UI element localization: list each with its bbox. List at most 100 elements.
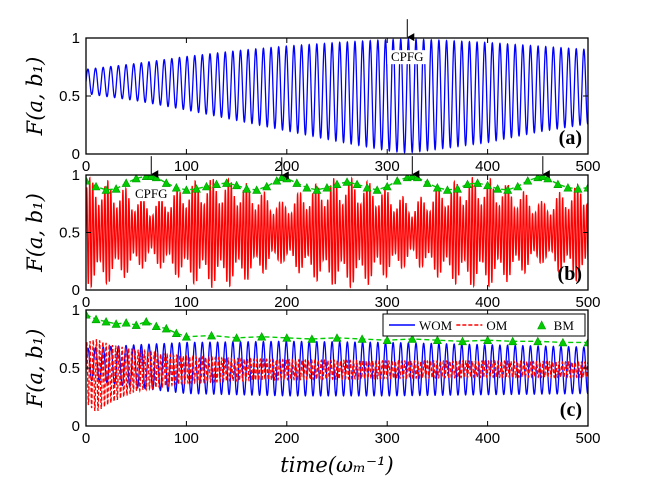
data-point (86, 176, 91, 185)
data-point (553, 179, 563, 188)
data-point (483, 180, 493, 190)
series-line (86, 339, 588, 412)
panel-c: 0 100 200 300 400 500 0 0.5 1 F(a, b₁) (c) time(ωₘ⁻… (23, 302, 601, 477)
legend-label: WOM (419, 318, 453, 333)
data-point (563, 183, 573, 192)
data-point (312, 185, 322, 194)
data-point (232, 180, 242, 190)
x-tick-label: 300 (375, 294, 400, 311)
x-tick-label: 100 (174, 294, 199, 311)
legend-label: BM (554, 318, 575, 333)
data-point (503, 185, 513, 194)
data-point (121, 178, 131, 187)
data-point (91, 181, 101, 191)
data-point (257, 332, 267, 341)
legend-box (382, 313, 586, 337)
plot-area (86, 175, 588, 289)
x-axis-label: time(ωₘ⁻¹) (280, 453, 393, 477)
y-tick-label: 0.5 (59, 225, 80, 242)
data-point (432, 335, 442, 344)
panel-b: 0 100 200 300 400 500 0 0.5 1 F(a, b₁) (b) CPFG (23, 156, 601, 311)
annotation-bg (131, 187, 172, 202)
data-point (362, 183, 372, 192)
data-point (583, 183, 588, 192)
data-point (332, 333, 342, 342)
series-om (86, 176, 588, 289)
data-point (242, 184, 252, 193)
data-point (533, 336, 543, 346)
data-point (508, 336, 518, 346)
data-point (181, 185, 191, 194)
data-point (442, 185, 452, 194)
y-tick-label: 0 (72, 146, 80, 163)
data-point (392, 176, 402, 185)
y-axis-label: F(a, b₁) (23, 57, 47, 137)
data-point (91, 314, 101, 324)
plot-area (86, 310, 588, 412)
x-tick-label: 400 (475, 430, 500, 447)
data-point (573, 184, 583, 193)
annotation-label: CPFG (391, 49, 424, 64)
data-point (473, 178, 483, 187)
data-point (111, 319, 121, 328)
y-tick-label: 0.5 (59, 88, 80, 105)
data-point (382, 181, 392, 191)
data-point (307, 334, 317, 343)
series-wom (86, 38, 588, 154)
legend: WOM OM BM (382, 313, 586, 337)
data-point (181, 332, 191, 341)
series-bm (86, 310, 588, 347)
data-point (352, 179, 362, 188)
plot-area (86, 38, 588, 154)
data-point (121, 318, 131, 327)
data-point (458, 336, 467, 346)
data-point (171, 328, 181, 337)
data-point (382, 335, 392, 344)
data-point (483, 335, 493, 344)
y-tick-label: 1 (72, 30, 80, 47)
data-point (161, 323, 171, 333)
legend-label: OM (486, 318, 507, 333)
data-point (207, 330, 216, 340)
data-point (583, 337, 588, 347)
x-tick-label: 0 (82, 158, 90, 175)
annotation-bg (387, 50, 428, 65)
y-axis-label: F(a, b₁) (23, 193, 47, 273)
data-point (332, 179, 342, 188)
y-tick-label: 0 (72, 282, 80, 299)
x-tick-label: 400 (475, 158, 500, 175)
data-point (131, 175, 141, 183)
x-tick-label: 200 (274, 430, 299, 447)
x-tick-label: 200 (274, 294, 299, 311)
data-point (432, 183, 442, 192)
y-axis-label: F(a, b₁) (23, 329, 47, 409)
data-point (161, 178, 171, 187)
data-point (141, 316, 151, 326)
data-point (543, 175, 553, 183)
data-point (407, 334, 417, 343)
data-point (493, 184, 503, 193)
data-point (101, 316, 111, 326)
annotation-label: CPFG (135, 186, 168, 201)
data-point (131, 320, 141, 329)
data-point (523, 176, 533, 185)
data-point (282, 333, 292, 342)
series-line (86, 38, 588, 154)
data-point (111, 184, 121, 193)
data-point (452, 184, 462, 193)
data-point (558, 337, 568, 347)
y-tick-label: 0 (72, 418, 80, 435)
data-point (232, 333, 242, 342)
x-tick-label: 200 (274, 158, 299, 175)
data-point (101, 185, 111, 194)
data-point (191, 184, 201, 193)
x-tick-label: 500 (575, 430, 600, 447)
data-point (422, 178, 432, 187)
y-tick-label: 0.5 (59, 360, 80, 377)
data-point (86, 310, 91, 319)
data-point (513, 181, 523, 191)
x-tick-label: 0 (82, 294, 90, 311)
x-tick-label: 0 (82, 430, 90, 447)
data-point (252, 185, 262, 194)
